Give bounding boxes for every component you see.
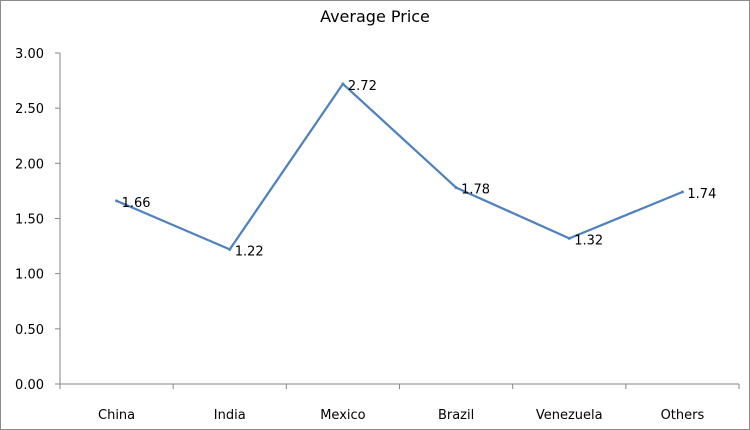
x-tick-label: Mexico bbox=[320, 408, 365, 423]
data-label: 2.72 bbox=[348, 79, 377, 94]
y-tick-label: 2.00 bbox=[15, 157, 44, 172]
data-point bbox=[341, 82, 345, 86]
data-point bbox=[680, 190, 684, 194]
x-tick-label: India bbox=[214, 408, 246, 423]
x-tick-label: Brazil bbox=[438, 408, 474, 423]
data-point bbox=[228, 247, 232, 251]
data-point bbox=[454, 186, 458, 190]
data-label: 1.22 bbox=[235, 244, 264, 259]
data-label: 1.66 bbox=[122, 196, 151, 211]
y-tick-label: 1.00 bbox=[15, 268, 44, 283]
x-tick-label: China bbox=[98, 408, 135, 423]
data-label: 1.78 bbox=[461, 183, 490, 198]
y-tick-label: 0.00 bbox=[15, 378, 44, 393]
x-tick-label: Venezuela bbox=[536, 408, 603, 423]
data-label: 1.74 bbox=[687, 187, 716, 202]
series-line bbox=[116, 82, 683, 251]
y-tick-label: 3.00 bbox=[15, 47, 44, 62]
data-label: 1.32 bbox=[574, 233, 603, 248]
y-tick-label: 0.50 bbox=[15, 323, 44, 338]
chart-title: Average Price bbox=[320, 7, 430, 26]
x-tick-label: Others bbox=[661, 408, 705, 423]
y-tick-label: 2.50 bbox=[15, 102, 44, 117]
data-point bbox=[567, 236, 571, 240]
y-tick-label: 1.50 bbox=[15, 213, 44, 228]
data-point bbox=[115, 199, 119, 203]
